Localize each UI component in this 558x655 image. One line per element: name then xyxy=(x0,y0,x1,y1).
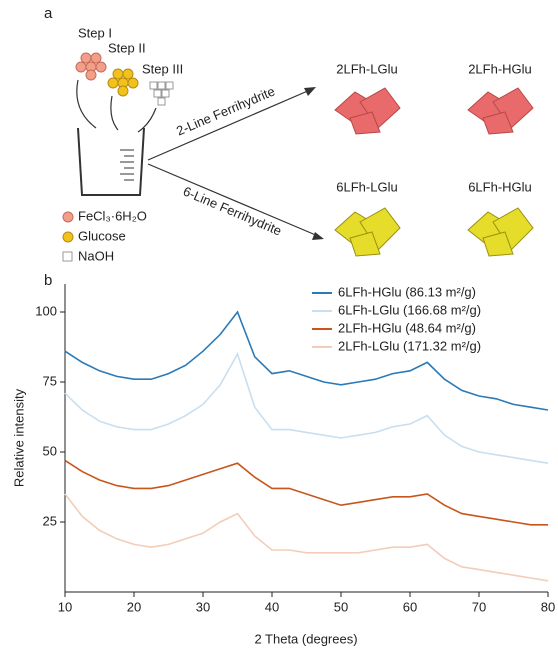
data-line xyxy=(65,460,548,524)
legend-label: 2LFh-LGlu (171.32 m²/g) xyxy=(338,338,481,353)
legend-label: 6LFh-LGlu (166.68 m²/g) xyxy=(338,302,481,317)
y-tick-label: 75 xyxy=(43,373,57,388)
step-iii-icon xyxy=(150,82,173,105)
reagent-label: NaOH xyxy=(78,248,114,263)
legend-label: 2LFh-HGlu (48.64 m²/g) xyxy=(338,320,476,335)
page: a Step I Step II Step III 2-Line Ferrihy… xyxy=(0,0,558,655)
yellow-polyhedra xyxy=(335,208,533,256)
step-label: Step I xyxy=(78,25,112,40)
arrowheads xyxy=(304,87,324,240)
route-label: 6-Line Ferrihydrite xyxy=(181,184,284,239)
step-label: Step II xyxy=(108,40,146,55)
step-ii-icon xyxy=(108,69,138,96)
y-tick-label: 25 xyxy=(43,513,57,528)
reagent-label: FeCl₃·6H₂O xyxy=(78,208,147,223)
x-tick-label: 70 xyxy=(472,599,486,614)
data-line xyxy=(65,354,548,463)
step-label: Step III xyxy=(142,61,183,76)
x-tick-label: 40 xyxy=(265,599,279,614)
x-tick-label: 50 xyxy=(334,599,348,614)
y-tick-label: 50 xyxy=(43,443,57,458)
reagent-icon xyxy=(63,212,73,222)
figure: a Step I Step II Step III 2-Line Ferrihy… xyxy=(0,0,558,655)
product-label: 6LFh-LGlu xyxy=(336,179,397,194)
y-axis-title: Relative intensity xyxy=(11,388,26,487)
panel-a: a Step I Step II Step III 2-Line Ferrihy… xyxy=(44,5,533,263)
x-axis-title: 2 Theta (degrees) xyxy=(254,631,357,646)
product-label: 2LFh-LGlu xyxy=(336,61,397,76)
x-tick-label: 20 xyxy=(127,599,141,614)
product-label: 6LFh-HGlu xyxy=(468,179,532,194)
x-tick-label: 30 xyxy=(196,599,210,614)
data-line xyxy=(65,494,548,581)
legend-label: 6LFh-HGlu (86.13 m²/g) xyxy=(338,284,476,299)
x-tick-label: 60 xyxy=(403,599,417,614)
y-tick-label: 100 xyxy=(35,303,57,318)
red-polyhedra xyxy=(335,88,533,134)
beaker xyxy=(78,128,144,195)
panel-label: a xyxy=(44,5,53,22)
reagent-icon xyxy=(63,252,72,261)
x-tick-label: 10 xyxy=(58,599,72,614)
product-label: 2LFh-HGlu xyxy=(468,61,532,76)
step-i-icon xyxy=(76,53,106,80)
reagent-icon xyxy=(63,232,73,242)
panel-label: b xyxy=(44,272,52,289)
reagent-label: Glucose xyxy=(78,228,126,243)
x-tick-label: 80 xyxy=(541,599,555,614)
